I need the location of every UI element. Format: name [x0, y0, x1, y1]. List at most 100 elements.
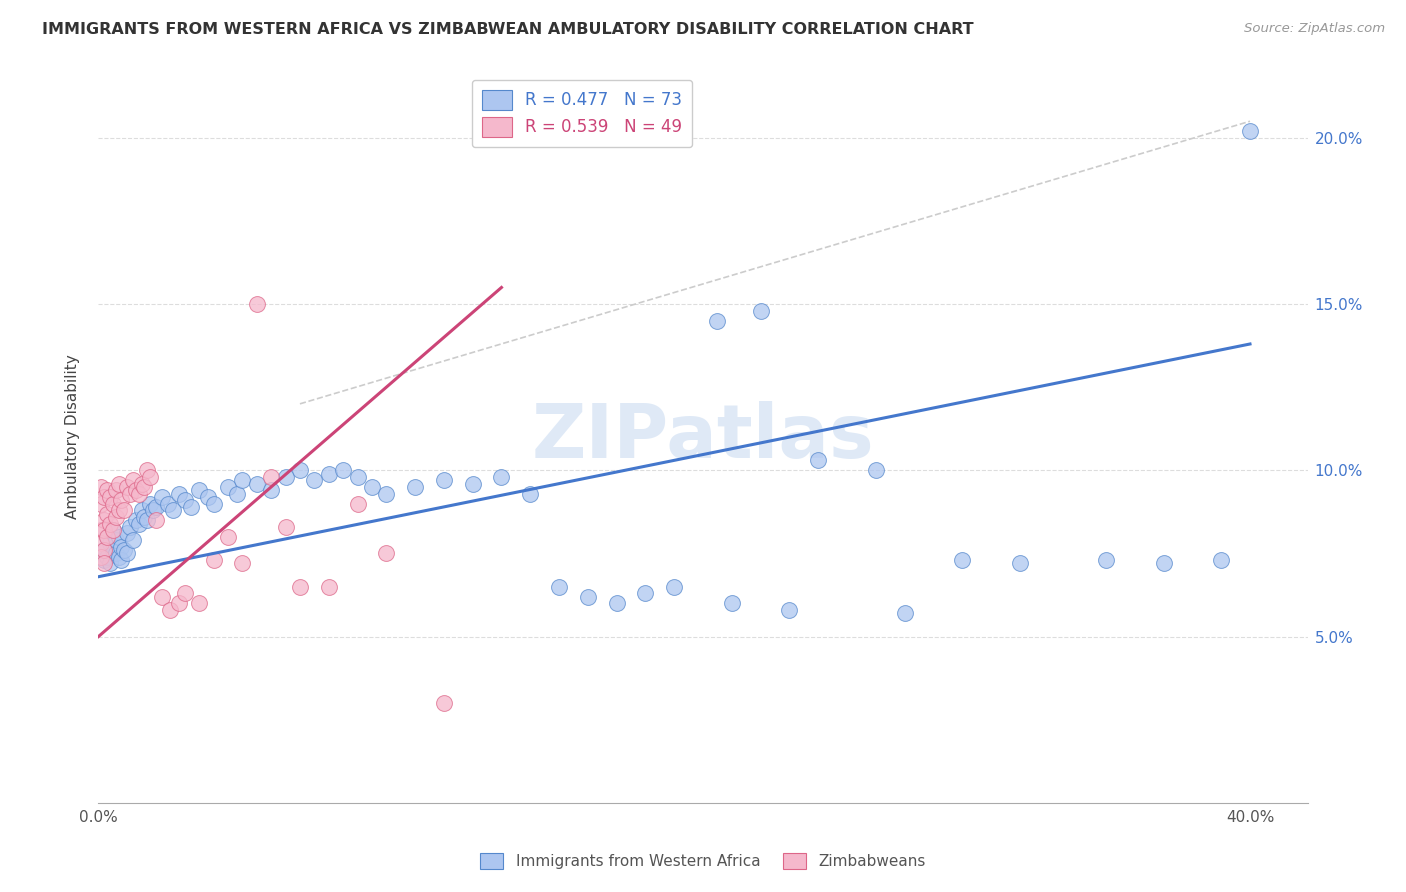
- Point: [865, 463, 887, 477]
- Point: [96, 530, 118, 544]
- Point: [134, 480, 156, 494]
- Point: [375, 486, 398, 500]
- Point: [246, 476, 269, 491]
- Point: [131, 503, 153, 517]
- Point: [664, 580, 686, 594]
- Point: [260, 483, 283, 498]
- Legend: R = 0.477   N = 73, R = 0.539   N = 49: R = 0.477 N = 73, R = 0.539 N = 49: [472, 79, 692, 147]
- Point: [188, 596, 211, 610]
- Text: ZIPatlas: ZIPatlas: [531, 401, 875, 474]
- Point: [90, 549, 112, 564]
- Legend: Immigrants from Western Africa, Zimbabweans: Immigrants from Western Africa, Zimbabwe…: [474, 847, 932, 875]
- Point: [749, 303, 772, 318]
- Point: [90, 523, 112, 537]
- Point: [96, 549, 118, 564]
- Point: [167, 596, 190, 610]
- Point: [93, 543, 115, 558]
- Point: [159, 603, 181, 617]
- Point: [519, 486, 541, 500]
- Point: [115, 480, 138, 494]
- Point: [107, 549, 129, 564]
- Point: [131, 476, 153, 491]
- Point: [274, 470, 297, 484]
- Point: [101, 523, 124, 537]
- Point: [361, 480, 384, 494]
- Point: [180, 500, 202, 514]
- Point: [93, 557, 115, 571]
- Point: [120, 486, 142, 500]
- Point: [375, 546, 398, 560]
- Y-axis label: Ambulatory Disability: Ambulatory Disability: [65, 355, 80, 519]
- Point: [231, 557, 253, 571]
- Point: [136, 513, 159, 527]
- Point: [107, 503, 129, 517]
- Point: [606, 596, 628, 610]
- Point: [246, 297, 269, 311]
- Point: [139, 470, 162, 484]
- Point: [96, 483, 118, 498]
- Point: [274, 520, 297, 534]
- Point: [136, 463, 159, 477]
- Point: [202, 553, 225, 567]
- Point: [332, 463, 354, 477]
- Point: [318, 580, 340, 594]
- Point: [104, 509, 127, 524]
- Point: [634, 586, 657, 600]
- Point: [93, 523, 115, 537]
- Point: [96, 530, 118, 544]
- Point: [156, 497, 179, 511]
- Point: [260, 470, 283, 484]
- Point: [346, 470, 368, 484]
- Point: [98, 536, 121, 550]
- Point: [96, 507, 118, 521]
- Point: [125, 513, 148, 527]
- Point: [346, 497, 368, 511]
- Point: [104, 546, 127, 560]
- Point: [90, 536, 112, 550]
- Point: [104, 533, 127, 548]
- Point: [98, 557, 121, 571]
- Point: [1008, 557, 1031, 571]
- Point: [93, 490, 115, 504]
- Point: [706, 314, 728, 328]
- Point: [433, 696, 456, 710]
- Point: [225, 486, 247, 500]
- Point: [115, 526, 138, 541]
- Point: [167, 486, 190, 500]
- Point: [110, 540, 132, 554]
- Point: [145, 513, 167, 527]
- Point: [950, 553, 973, 567]
- Point: [1239, 124, 1261, 138]
- Point: [134, 509, 156, 524]
- Point: [110, 493, 132, 508]
- Point: [404, 480, 426, 494]
- Point: [93, 513, 115, 527]
- Point: [548, 580, 571, 594]
- Point: [120, 520, 142, 534]
- Point: [1211, 553, 1233, 567]
- Point: [150, 590, 173, 604]
- Point: [197, 490, 219, 504]
- Point: [720, 596, 742, 610]
- Point: [122, 473, 145, 487]
- Point: [778, 603, 800, 617]
- Point: [90, 480, 112, 494]
- Point: [110, 553, 132, 567]
- Point: [173, 586, 195, 600]
- Point: [139, 497, 162, 511]
- Point: [893, 607, 915, 621]
- Point: [101, 523, 124, 537]
- Point: [1095, 553, 1118, 567]
- Point: [104, 483, 127, 498]
- Point: [101, 543, 124, 558]
- Point: [173, 493, 195, 508]
- Point: [807, 453, 830, 467]
- Point: [288, 580, 311, 594]
- Point: [433, 473, 456, 487]
- Point: [576, 590, 599, 604]
- Point: [461, 476, 484, 491]
- Point: [93, 553, 115, 567]
- Point: [145, 500, 167, 514]
- Point: [202, 497, 225, 511]
- Point: [318, 467, 340, 481]
